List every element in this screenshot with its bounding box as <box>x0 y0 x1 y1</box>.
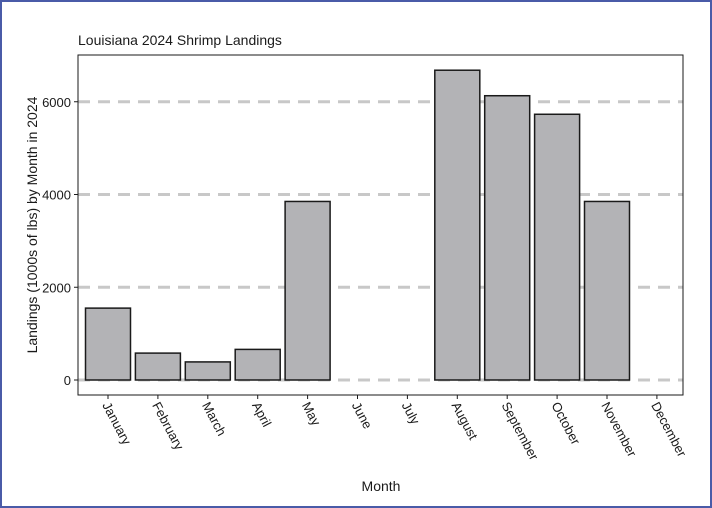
bar-november <box>583 200 631 381</box>
x-tick-label: April <box>249 399 275 429</box>
bar-september <box>483 94 531 381</box>
x-axis-ticks: January February March April May June July Augu… <box>99 395 690 463</box>
y-tick-label: 0 <box>64 373 71 388</box>
bar-august <box>434 69 481 381</box>
y-axis-ticks: 0 2000 4000 6000 <box>42 95 78 388</box>
bar-january <box>84 307 132 381</box>
x-tick-label: August <box>449 399 481 442</box>
x-axis-label: Month <box>362 478 401 494</box>
x-tick-label: July <box>399 399 423 427</box>
x-tick-label: December <box>648 399 690 460</box>
x-tick-label: June <box>349 399 375 431</box>
y-tick-label: 6000 <box>42 95 71 110</box>
bar-may <box>284 200 331 381</box>
x-tick-label: May <box>299 399 324 428</box>
x-tick-label: February <box>149 399 187 452</box>
x-tick-label: January <box>99 399 134 447</box>
x-tick-label: March <box>199 399 229 438</box>
plot-panel-border <box>77 54 684 396</box>
x-tick-label: October <box>548 399 583 447</box>
bar-october <box>533 113 581 381</box>
x-tick-label: November <box>598 399 640 460</box>
y-axis-label: Landings (1000s of lbs) by Month in 2024 <box>24 96 40 353</box>
bars <box>84 69 631 381</box>
x-tick-label: September <box>499 399 542 463</box>
y-tick-label: 2000 <box>42 280 71 295</box>
bar-march <box>184 361 232 381</box>
bar-april <box>234 348 281 381</box>
bar-february <box>134 352 182 381</box>
chart-title: Louisiana 2024 Shrimp Landings <box>78 32 282 48</box>
y-tick-label: 4000 <box>42 188 71 203</box>
